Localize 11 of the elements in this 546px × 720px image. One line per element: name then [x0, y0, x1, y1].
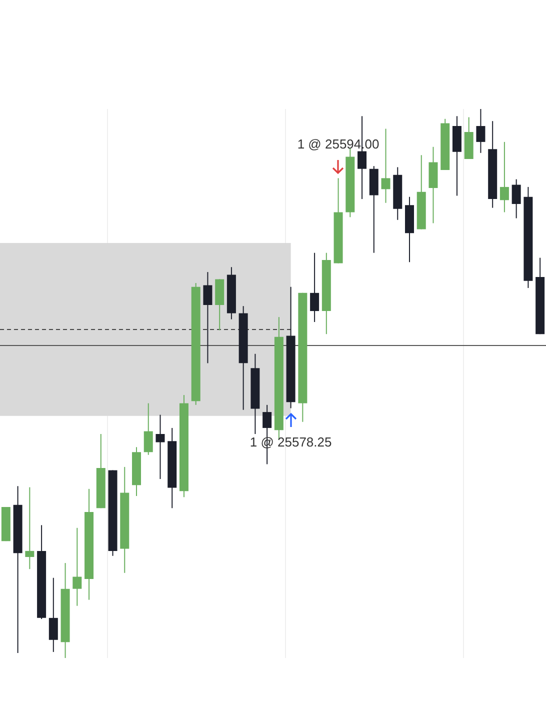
candlestick [25, 486, 34, 570]
candlestick [512, 178, 521, 219]
candlestick [156, 414, 165, 480]
candlestick [381, 128, 390, 204]
candlestick [310, 252, 320, 323]
candlestick [144, 402, 153, 456]
candlestick [203, 272, 212, 364]
candlestick [72, 527, 82, 606]
candlestick [500, 141, 509, 213]
candlestick [48, 577, 58, 652]
candlestick [476, 108, 486, 154]
